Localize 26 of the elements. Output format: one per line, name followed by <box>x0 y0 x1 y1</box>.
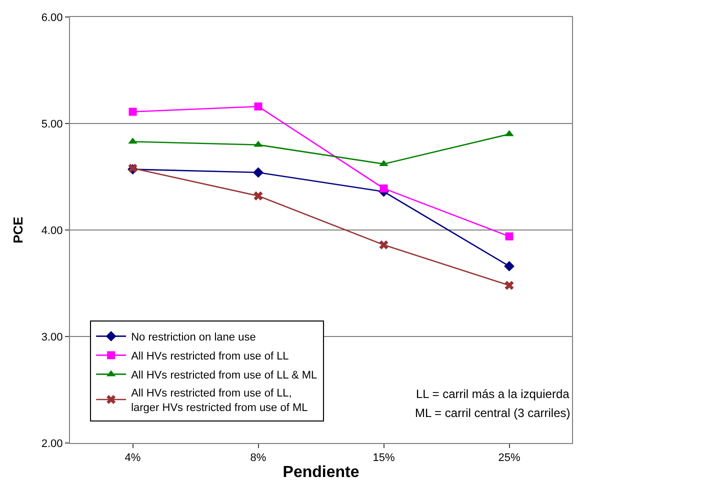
legend-label: No restriction on lane use <box>131 331 256 344</box>
point <box>253 167 264 178</box>
point <box>505 232 514 240</box>
point <box>128 108 137 116</box>
point <box>254 102 262 110</box>
annotation: LL = carril más a la izquierda <box>416 387 570 401</box>
y-tick-label: 2.00 <box>41 438 63 450</box>
legend-label: All HVs restricted from use of LL & ML <box>131 369 318 382</box>
y-axis-title: PCE <box>10 216 26 244</box>
x-tick-label: 4% <box>124 452 141 464</box>
legend-label: All HVs restricted from use of LL <box>131 350 289 362</box>
point <box>379 240 388 250</box>
x-tick-label: 15% <box>372 452 395 464</box>
legend-label: All HVs restricted from use of LL, larger HVs restricted from use of ML <box>131 388 308 414</box>
x-tick-label: 25% <box>498 452 520 464</box>
annotation: ML = carril central (3 carriles) <box>415 406 570 420</box>
point <box>254 191 263 200</box>
x-axis-title: Pendiente <box>282 464 360 481</box>
point <box>504 280 514 290</box>
point <box>504 261 514 272</box>
x-tick-label: 8% <box>250 452 266 464</box>
y-tick-label: 6.00 <box>41 12 63 24</box>
y-tick-label: 5.00 <box>41 118 63 130</box>
y-tick-label: 3.00 <box>41 331 63 344</box>
point <box>380 184 388 192</box>
y-tick-label: 4.00 <box>41 224 63 237</box>
